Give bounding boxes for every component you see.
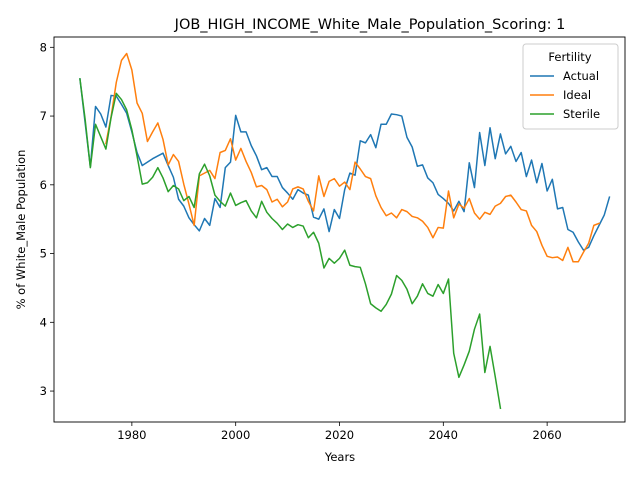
y-tick-label: 4 xyxy=(40,315,47,329)
x-tick-label: 1980 xyxy=(117,428,146,442)
x-tick-label: 2060 xyxy=(532,428,561,442)
y-tick-label: 3 xyxy=(40,384,47,398)
legend-title: Fertility xyxy=(548,50,591,64)
legend: Fertility Actual Ideal Sterile xyxy=(522,43,619,130)
legend-label-ideal: Ideal xyxy=(563,88,591,102)
x-axis-label: Years xyxy=(324,450,355,464)
chart-title: JOB_HIGH_INCOME_White_Male_Population_Sc… xyxy=(174,17,566,33)
y-axis-ticks: 3 4 5 6 7 8 xyxy=(40,40,54,398)
legend-items: Actual Ideal Sterile xyxy=(530,69,600,121)
x-tick-label: 2000 xyxy=(221,428,250,442)
series-layer xyxy=(79,52,611,410)
x-axis-ticks: 1980 2000 2020 2040 2060 xyxy=(117,422,562,442)
y-tick-label: 7 xyxy=(40,109,47,123)
x-tick-label: 2040 xyxy=(429,428,458,442)
legend-label-actual: Actual xyxy=(563,69,599,83)
y-tick-label: 5 xyxy=(40,247,47,261)
legend-box xyxy=(522,43,619,130)
y-axis-label: % of White_Male Population xyxy=(14,150,28,310)
legend-label-sterile: Sterile xyxy=(563,107,600,121)
y-tick-label: 6 xyxy=(40,178,47,192)
x-tick-label: 2020 xyxy=(325,428,354,442)
series-line-ideal xyxy=(105,52,601,263)
y-tick-label: 8 xyxy=(40,40,47,54)
series-line-sterile xyxy=(79,78,502,410)
